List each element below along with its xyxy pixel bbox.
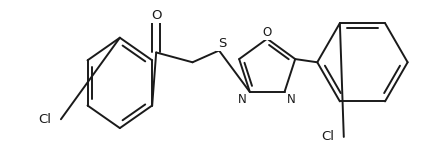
Text: O: O (151, 9, 162, 22)
Text: Cl: Cl (321, 130, 335, 143)
Text: N: N (287, 93, 296, 106)
Text: O: O (262, 26, 272, 39)
Text: N: N (238, 93, 247, 106)
Text: Cl: Cl (39, 113, 52, 126)
Text: S: S (218, 37, 226, 50)
